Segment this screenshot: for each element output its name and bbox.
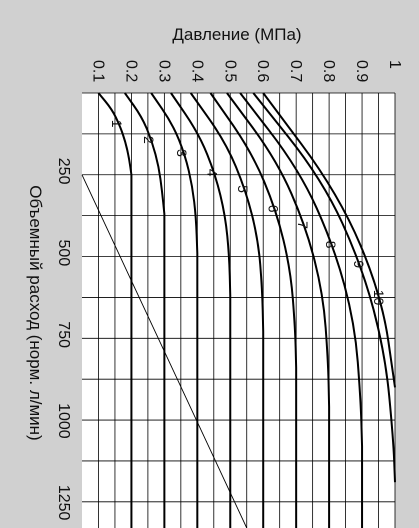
flow-curves (97, 92, 396, 528)
curve-label-6: 6 (265, 205, 281, 213)
flow-axis-title: Объемный расход (норм. л/мин) (26, 185, 45, 440)
curve-10 (262, 92, 396, 388)
pressure-tick-4: 0.5 (221, 60, 238, 82)
curve-1 (97, 92, 133, 528)
curve-label-1: 1 (109, 120, 125, 128)
flow-tick-3: 1000 (55, 403, 72, 439)
plot-area (82, 93, 395, 528)
curve-2 (124, 92, 166, 528)
flow-tick-2: 750 (55, 321, 72, 348)
pressure-tick-1: 0.2 (122, 60, 139, 82)
pressure-tick-7: 0.8 (320, 60, 337, 82)
pressure-tick-5: 0.6 (254, 60, 271, 82)
curve-7 (226, 92, 331, 528)
curve-3 (150, 92, 199, 528)
curve-label-10: 10 (371, 290, 387, 306)
pressure-tick-8: 0.9 (353, 60, 370, 82)
pressure-axis-title: Давление (МПа) (172, 25, 301, 44)
curve-8 (239, 92, 364, 528)
curve-4 (170, 92, 232, 528)
pressure-tick-6: 0.7 (287, 60, 304, 82)
flow-tick-1: 500 (55, 240, 72, 267)
pressure-tick-labels: 0.1 0.2 0.3 0.4 0.5 0.6 0.7 0.8 0.9 1 (89, 60, 403, 82)
flow-tick-0: 250 (55, 158, 72, 185)
flow-tick-labels: 250 500 750 1000 1250 (55, 158, 72, 521)
curve-label-4: 4 (204, 169, 220, 177)
curve-label-2: 2 (141, 136, 157, 144)
curve-5 (189, 92, 265, 528)
curve-label-9: 9 (351, 260, 367, 268)
curve-6 (209, 92, 298, 528)
curve-labels: 1 2 3 4 5 6 7 8 9 10 (109, 120, 387, 306)
curve-label-8: 8 (323, 241, 339, 249)
pressure-tick-9: 1 (386, 60, 403, 69)
curve-label-3: 3 (174, 149, 190, 157)
flow-tick-4: 1250 (55, 485, 72, 521)
pressure-tick-3: 0.4 (188, 60, 205, 82)
curve-label-5: 5 (235, 185, 251, 193)
curve-9 (252, 92, 396, 483)
pressure-tick-2: 0.3 (155, 60, 172, 82)
curve-label-7: 7 (295, 221, 311, 229)
pressure-tick-0: 0.1 (89, 60, 106, 82)
